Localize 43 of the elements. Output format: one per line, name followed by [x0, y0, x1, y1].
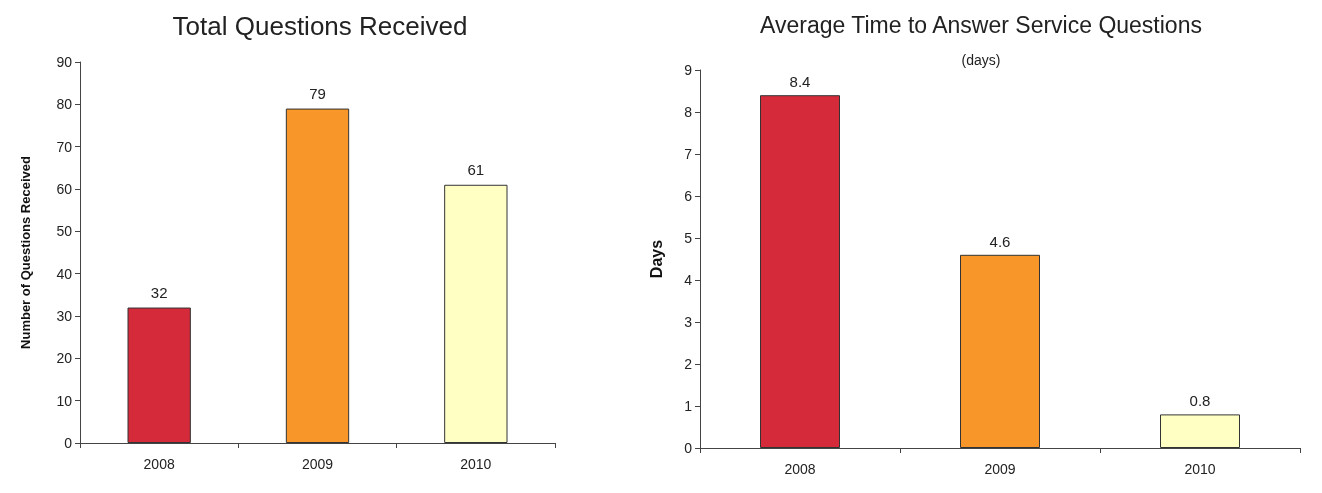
- data-label: 61: [467, 160, 485, 178]
- y-tick-label: 30: [56, 308, 73, 324]
- x-tick-label: 2009: [301, 456, 334, 472]
- x-tick-label: 2008: [784, 461, 816, 477]
- x-tick-label: 2009: [984, 461, 1016, 477]
- y-tick-label: 0: [64, 435, 73, 451]
- y-tick-label: 70: [56, 138, 73, 155]
- y-tick-label: 40: [56, 265, 73, 282]
- y-tick-label: 50: [56, 223, 73, 240]
- x-tick-label: 2010: [460, 456, 492, 472]
- chart-subtitle: (days): [961, 52, 1001, 68]
- y-tick-label: 3: [684, 314, 693, 330]
- y-tick-label: 60: [56, 181, 73, 197]
- x-tick-label: 2010: [1184, 461, 1216, 477]
- y-axis-title: Number of Questions Received: [18, 156, 33, 349]
- bar: [960, 254, 1040, 448]
- bar: [285, 108, 350, 443]
- y-tick-label: 10: [56, 392, 73, 409]
- y-tick-label: 90: [56, 54, 73, 70]
- y-tick-label: 7: [684, 146, 693, 162]
- chart-title: Average Time to Answer Service Questions: [760, 11, 1202, 38]
- data-label: 32: [150, 283, 168, 301]
- y-tick-label: 2: [684, 356, 693, 372]
- chart-title: Total Questions Received: [172, 11, 468, 41]
- y-tick-label: 8: [684, 104, 693, 120]
- y-tick-label: 20: [56, 350, 73, 367]
- bar: [127, 307, 191, 443]
- bar: [1160, 414, 1240, 448]
- y-tick-label: 6: [684, 188, 693, 204]
- data-label: 4.6: [989, 232, 1011, 250]
- y-tick-label: 1: [684, 398, 693, 414]
- y-tick-label: 80: [56, 96, 73, 113]
- x-tick-label: 2008: [143, 456, 175, 472]
- y-tick-label: 9: [684, 62, 693, 78]
- data-label: 8.4: [789, 73, 811, 91]
- data-label: 0.8: [1189, 392, 1211, 410]
- y-axis-title: Days: [647, 239, 665, 279]
- y-tick-label: 0: [684, 440, 693, 456]
- data-label: 79: [309, 84, 326, 102]
- y-tick-label: 4: [684, 272, 693, 288]
- y-tick-label: 5: [684, 230, 693, 246]
- bar: [444, 184, 508, 443]
- bar: [760, 95, 840, 448]
